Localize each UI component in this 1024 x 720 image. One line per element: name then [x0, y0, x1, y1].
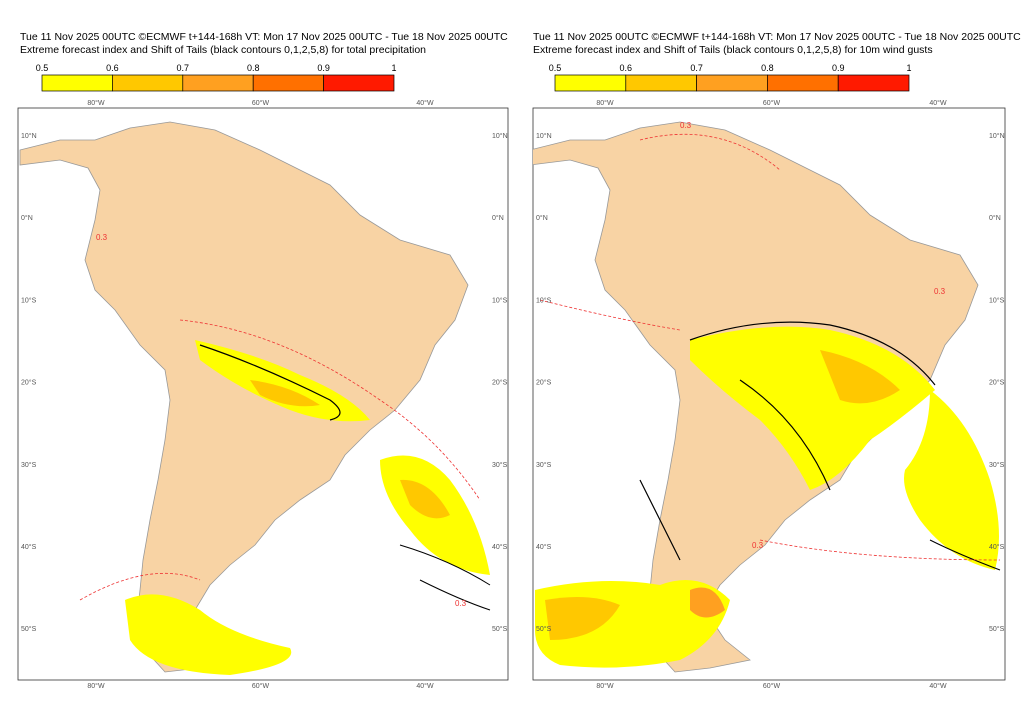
lon-label: 80°W — [87, 99, 105, 107]
lat-label: 30°S — [21, 461, 37, 469]
lat-label: 10°N — [989, 132, 1005, 140]
colorbar-label: 1 — [906, 63, 911, 73]
colorbar-segment — [252, 74, 324, 92]
contour-label: 0.3 — [96, 233, 108, 242]
lat-label: 30°S — [536, 461, 552, 469]
map-left: 0.3 0.3 — [17, 107, 509, 681]
efi-area — [125, 594, 292, 675]
lat-label: 10°S — [989, 296, 1005, 304]
colorbar-segment — [696, 74, 768, 92]
title: Tue 11 Nov 2025 00UTC ©ECMWF t+144-168h … — [533, 31, 1021, 43]
contour-label: 0.3 — [680, 121, 692, 130]
colorbar-segment — [625, 74, 697, 92]
lat-label: 10°N — [21, 132, 37, 140]
lat-label: 50°S — [492, 625, 508, 633]
lat-label: 50°S — [989, 625, 1005, 633]
contour — [79, 319, 481, 601]
lon-label: 60°W — [252, 682, 270, 690]
contour — [639, 321, 936, 561]
title: Tue 11 Nov 2025 00UTC ©ECMWF t+144-168h … — [20, 31, 508, 43]
subtitle: Extreme forecast index and Shift of Tail… — [533, 44, 933, 56]
lat-label: 40°S — [536, 543, 552, 551]
colorbar-label: 0.7 — [177, 63, 190, 73]
colorbar-label: 0.5 — [36, 63, 49, 73]
colorbar-label: 0.8 — [761, 63, 774, 73]
lon-label: 80°W — [87, 682, 105, 690]
colorbar-label: 0.9 — [832, 63, 845, 73]
contour-label: 0.3 — [752, 541, 764, 550]
colorbar-label: 1 — [391, 63, 396, 73]
lat-label: 40°S — [21, 543, 37, 551]
lat-label: 10°N — [536, 132, 552, 140]
lat-label: 40°S — [989, 543, 1005, 551]
lat-label: 40°S — [492, 543, 508, 551]
lat-label: 30°S — [989, 461, 1005, 469]
lat-label: 50°S — [536, 625, 552, 633]
colorbar-segment — [323, 74, 395, 92]
efi-area — [820, 350, 900, 404]
lat-label: 20°S — [536, 379, 552, 387]
lat-label: 10°S — [492, 296, 508, 304]
efi-area — [250, 380, 320, 407]
colorbar-segment — [182, 74, 254, 92]
lon-label: 40°W — [416, 99, 434, 107]
colorbar-label: 0.5 — [549, 63, 562, 73]
lon-label: 60°W — [763, 682, 781, 690]
contour — [539, 133, 1001, 561]
subtitle: Extreme forecast index and Shift of Tail… — [20, 44, 426, 56]
lat-label: 20°S — [989, 379, 1005, 387]
contour — [199, 344, 341, 421]
lat-label: 10°S — [21, 296, 37, 304]
efi-area — [904, 390, 999, 570]
lon-label: 40°W — [929, 99, 947, 107]
lat-label: 50°S — [21, 625, 37, 633]
lon-label: 80°W — [596, 682, 614, 690]
lon-label: 60°W — [252, 99, 270, 107]
lat-label: 10°N — [492, 132, 508, 140]
colorbar-label: 0.6 — [620, 63, 633, 73]
efi-area — [690, 587, 725, 618]
colorbar-segment — [767, 74, 839, 92]
annotations: Tue 11 Nov 2025 00UTC ©ECMWF t+144-168h … — [20, 31, 1021, 690]
lat-label: 20°S — [492, 379, 508, 387]
contour-label: 0.3 — [455, 599, 467, 608]
colorbar-segment — [554, 74, 627, 92]
colorbar-segment — [112, 74, 184, 92]
lon-label: 80°W — [596, 99, 614, 107]
contour — [929, 539, 1001, 571]
colorbar-label: 0.6 — [106, 63, 119, 73]
efi-area — [195, 340, 370, 422]
lon-label: 60°W — [763, 99, 781, 107]
contour-label: 0.3 — [934, 287, 946, 296]
colorbar-label: 0.8 — [247, 63, 260, 73]
lat-label: 0°N — [21, 214, 33, 222]
lat-label: 10°S — [536, 296, 552, 304]
lat-label: 30°S — [492, 461, 508, 469]
contour — [399, 544, 491, 611]
lat-label: 20°S — [21, 379, 37, 387]
lon-label: 40°W — [929, 682, 947, 690]
lon-label: 40°W — [416, 682, 434, 690]
colorbar-segment — [837, 74, 910, 92]
colorbar-segment — [41, 74, 113, 92]
efi-area — [690, 326, 935, 490]
lat-label: 0°N — [536, 214, 548, 222]
lat-label: 0°N — [989, 214, 1001, 222]
lat-label: 0°N — [492, 214, 504, 222]
colorbar-label: 0.9 — [317, 63, 330, 73]
map-right: 0.3 0.3 0.3 — [532, 107, 1006, 681]
efi-area — [400, 479, 450, 519]
colorbar-label: 0.7 — [690, 63, 703, 73]
efi-area — [545, 596, 620, 640]
